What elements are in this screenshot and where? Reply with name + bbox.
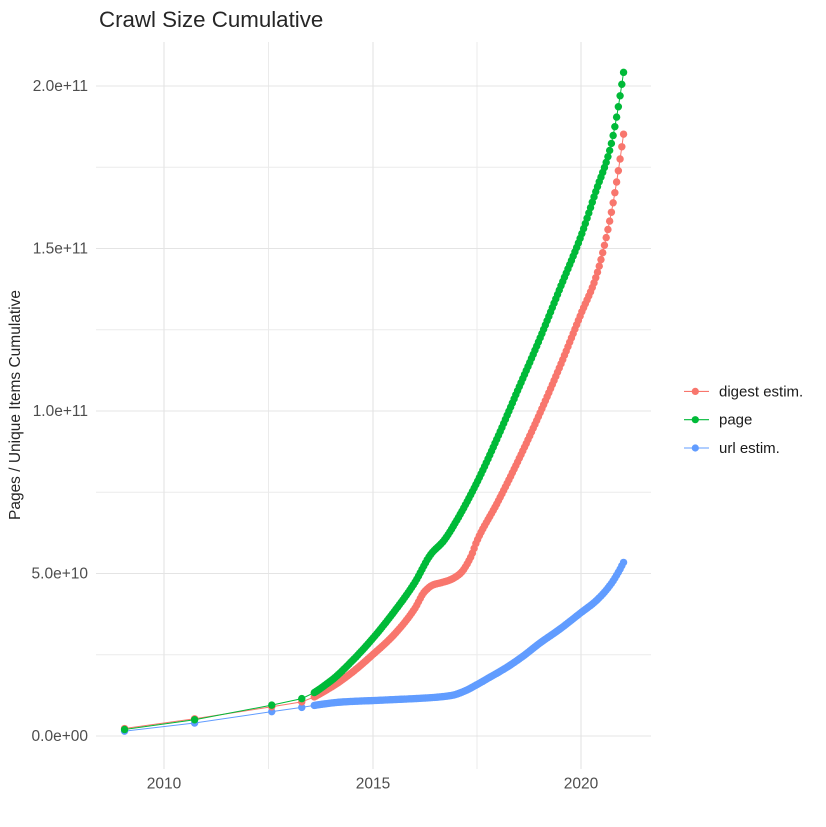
svg-text:page: page [719, 412, 752, 429]
svg-text:url estim.: url estim. [719, 440, 780, 457]
svg-text:digest estim.: digest estim. [719, 383, 803, 400]
